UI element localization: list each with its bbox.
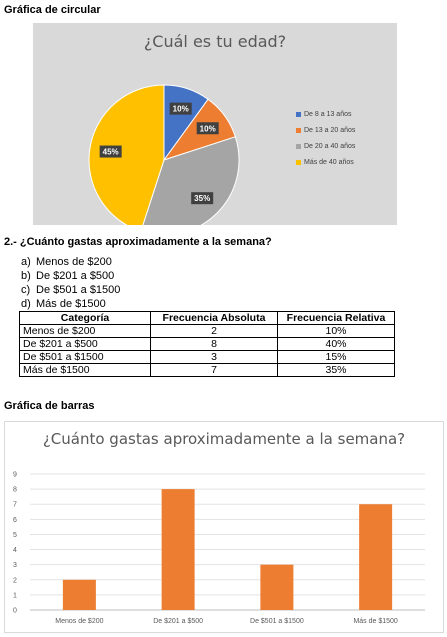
y-tick-label: 0 (13, 608, 17, 615)
table-header-cell: Frecuencia Relativa (277, 311, 395, 325)
legend-label: De 20 a 40 años (304, 143, 356, 150)
y-tick-label: 8 (13, 487, 17, 494)
bar (161, 489, 195, 610)
pie-chart: 10% 10% 35% 45% ¿Cuál es tu edad? De 8 a 13… (33, 23, 397, 225)
legend-item: De 8 a 13 años (296, 111, 351, 118)
table-row: Más de $1500 7 35% (19, 363, 395, 377)
pie-chart-svg: 10% 10% 35% 45% (88, 84, 240, 225)
y-tick-label: 4 (13, 547, 17, 554)
option-item: b) De $201 a $500 (21, 270, 114, 282)
option-item: c) De $501 a $1500 (21, 284, 120, 296)
pie-data-label: 45% (99, 145, 122, 158)
pie-label-text: 10% (173, 105, 189, 114)
frequency-table: Categoría Frecuencia Absoluta Frecuencia… (19, 311, 395, 377)
option-item: d) Más de $1500 (21, 298, 106, 310)
pie-data-label: 10% (196, 122, 219, 135)
pie-data-label: 35% (191, 192, 214, 205)
option-text: Más de $1500 (36, 298, 106, 310)
legend-label: Más de 40 años (304, 159, 354, 166)
pie-section-heading: Gráfica de circular (4, 4, 101, 16)
option-text: De $501 a $1500 (36, 284, 121, 296)
legend-swatch (296, 143, 301, 149)
table-cell: 35% (277, 363, 395, 377)
bar (62, 579, 96, 610)
pie-chart-title: ¿Cuál es tu edad? (143, 32, 287, 51)
pie-slice (142, 136, 240, 225)
table-row: De $201 a $500 8 40% (19, 337, 395, 351)
bar (359, 504, 393, 610)
pie-label-text: 10% (200, 124, 216, 133)
pie-data-label: 10% (169, 102, 192, 115)
legend-item: De 13 a 20 años (296, 127, 355, 134)
x-tick-label: De $201 a $500 (153, 618, 203, 625)
legend-label: De 8 a 13 años (304, 111, 352, 118)
option-item: a) Menos de $200 (21, 256, 112, 268)
pie-label-text: 35% (194, 194, 210, 203)
table-row: Menos de $200 2 10% (19, 324, 395, 338)
question-title: 2.- ¿Cuánto gastas aproximadamente a la … (4, 236, 272, 248)
pie-slice (88, 84, 165, 225)
table-cell: Menos de $200 (19, 324, 151, 338)
table-header-cell: Frecuencia Absoluta (150, 311, 278, 325)
y-tick-label: 2 (13, 577, 17, 584)
table-cell: 8 (150, 337, 278, 351)
bar-chart-svg: 0 1 2 3 4 5 6 7 8 9 Menos de $200 De $201 a $500 De … (13, 472, 425, 625)
option-marker: c) (21, 284, 31, 296)
legend-label: De 13 a 20 años (304, 127, 356, 134)
bar-chart-title: ¿Cuánto gastas aproximadamente a la sema… (42, 430, 406, 448)
legend-item: De 20 a 40 años (296, 143, 355, 150)
pie-label-text: 45% (103, 148, 119, 157)
option-marker: b) (21, 270, 31, 282)
x-tick-label: Menos de $200 (55, 618, 103, 625)
y-tick-label: 9 (13, 472, 17, 479)
option-text: De $201 a $500 (36, 270, 115, 282)
table-row: De $501 a $1500 3 15% (19, 350, 395, 364)
bar-section-heading: Gráfica de barras (4, 400, 95, 412)
y-tick-label: 5 (13, 532, 17, 539)
bar-chart: ¿Cuánto gastas aproximadamente a la sema… (4, 421, 444, 633)
y-tick-label: 7 (13, 502, 17, 509)
table-header-row: Categoría Frecuencia Absoluta Frecuencia… (19, 311, 395, 325)
table-header-cell: Categoría (19, 311, 151, 325)
table-cell: 40% (277, 337, 395, 351)
y-tick-label: 3 (13, 562, 17, 569)
x-tick-label: Más de $1500 (353, 618, 397, 625)
table-cell: 10% (277, 324, 395, 338)
option-text: Menos de $200 (36, 256, 112, 268)
table-cell: Más de $1500 (19, 363, 151, 377)
legend-swatch (296, 127, 301, 133)
table-cell: De $201 a $500 (19, 337, 151, 351)
y-tick-label: 6 (13, 517, 17, 524)
x-tick-label: De $501 a $1500 (250, 618, 304, 625)
legend-swatch (296, 159, 301, 165)
legend-swatch (296, 111, 301, 117)
table-cell: 15% (277, 350, 395, 364)
table-cell: 7 (150, 363, 278, 377)
bar (260, 564, 294, 610)
legend-item: Más de 40 años (296, 159, 354, 166)
table-cell: 3 (150, 350, 278, 364)
table-cell: De $501 a $1500 (19, 350, 151, 364)
y-tick-label: 1 (13, 592, 17, 599)
option-marker: d) (21, 298, 31, 310)
option-marker: a) (21, 256, 31, 268)
table-cell: 2 (150, 324, 278, 338)
